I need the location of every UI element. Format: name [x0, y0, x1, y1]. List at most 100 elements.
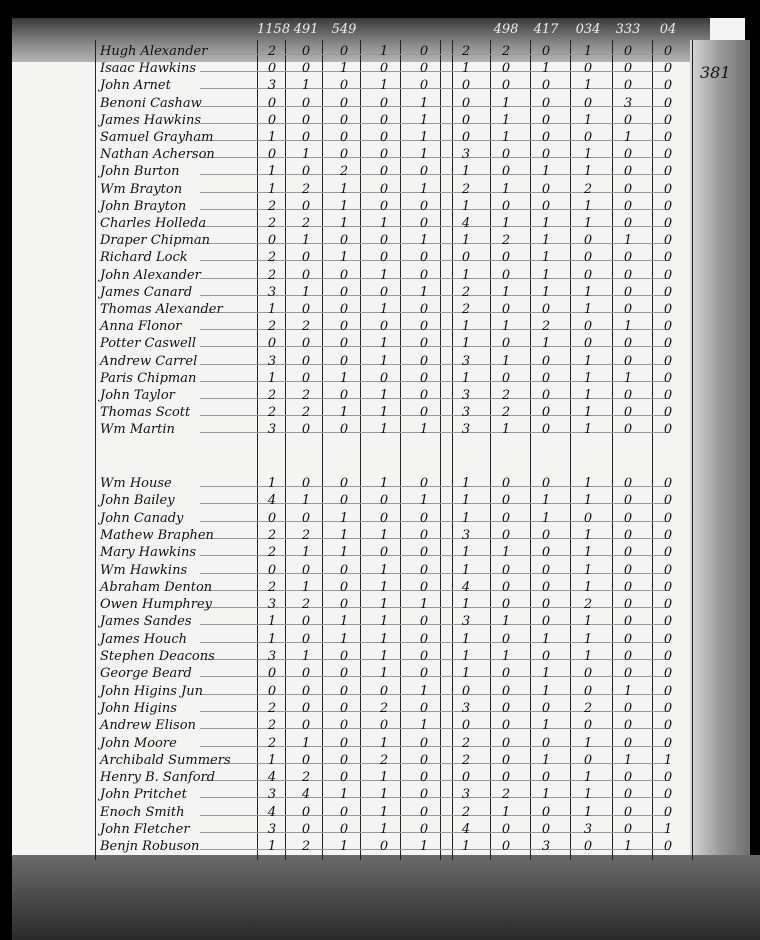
- row-rule: [200, 486, 670, 487]
- tally-cell: 3: [267, 78, 277, 94]
- tally-cell: 0: [541, 353, 551, 369]
- tally-cell: 0: [501, 493, 511, 509]
- tally-cell: 0: [339, 267, 349, 283]
- tally-cell: 1: [501, 181, 511, 197]
- tally-cell: 2: [267, 44, 277, 59]
- row-rule: [200, 312, 670, 313]
- tally-cell: 0: [419, 370, 429, 386]
- tally-cell: 1: [541, 493, 551, 509]
- tally-cell: 2: [301, 839, 311, 855]
- household-name: John Moore: [100, 735, 177, 751]
- tally-cell: 1: [419, 718, 429, 734]
- tally-cell: 0: [379, 147, 389, 163]
- tally-cell: 0: [419, 735, 429, 751]
- tally-cell: 0: [501, 336, 511, 352]
- tally-cell: 0: [541, 597, 551, 613]
- tally-cell: 0: [623, 44, 633, 59]
- tally-cell: 0: [301, 302, 311, 317]
- tally-cell: 2: [301, 527, 311, 543]
- tally-cell: 0: [267, 233, 277, 249]
- tally-cell: 1: [541, 267, 551, 283]
- tally-cell: 0: [301, 700, 311, 716]
- tally-cell: 1: [419, 181, 429, 197]
- tally-cell: 0: [663, 787, 673, 803]
- tally-cell: 1: [583, 216, 593, 231]
- tally-cell: 0: [541, 130, 551, 145]
- tally-cell: 2: [267, 198, 277, 214]
- tally-cell: 0: [301, 61, 311, 77]
- tally-cell: 0: [541, 405, 551, 421]
- tally-cell: 1: [501, 649, 511, 664]
- tally-cell: 0: [379, 370, 389, 386]
- tally-cell: 0: [501, 666, 511, 682]
- tally-cell: 3: [267, 822, 277, 837]
- row-rule: [200, 849, 670, 851]
- tally-cell: 0: [301, 250, 311, 266]
- row-rule: [200, 243, 670, 245]
- tally-cell: 0: [663, 614, 673, 630]
- column-rule: [652, 40, 653, 860]
- tally-cell: 0: [501, 631, 511, 647]
- household-name: Hugh Alexander: [100, 44, 208, 59]
- tally-cell: 0: [301, 164, 311, 180]
- tally-cell: 0: [339, 78, 349, 94]
- tally-cell: 1: [379, 770, 389, 786]
- tally-cell: 0: [267, 61, 277, 77]
- household-name: John Arnet: [100, 78, 171, 94]
- tally-cell: 0: [541, 700, 551, 716]
- tally-cell: 0: [501, 302, 511, 317]
- tally-cell: 3: [461, 147, 471, 163]
- column-header: 333: [615, 22, 641, 37]
- tally-cell: 2: [267, 319, 277, 335]
- tally-cell: 0: [339, 95, 349, 111]
- tally-cell: 0: [623, 198, 633, 214]
- tally-cell: 3: [461, 422, 471, 438]
- tally-cell: 1: [379, 216, 389, 231]
- tally-cell: 0: [501, 476, 511, 491]
- tally-cell: 1: [583, 112, 593, 128]
- tally-cell: 0: [541, 614, 551, 630]
- column-rule: [95, 40, 96, 860]
- tally-cell: 2: [541, 319, 551, 335]
- column-header: 04: [659, 22, 677, 37]
- tally-cell: 0: [419, 804, 429, 820]
- tally-cell: 1: [267, 476, 277, 491]
- tally-cell: 0: [419, 405, 429, 421]
- row-rule: [200, 572, 670, 574]
- tally-cell: 0: [663, 527, 673, 543]
- tally-cell: 0: [623, 510, 633, 526]
- tally-cell: 0: [419, 666, 429, 682]
- tally-cell: 1: [583, 579, 593, 595]
- tally-cell: 4: [461, 216, 471, 231]
- tally-cell: 0: [301, 614, 311, 630]
- tally-cell: 0: [419, 388, 429, 403]
- row-rule: [200, 140, 670, 141]
- tally-cell: 2: [267, 700, 277, 716]
- household-name: Isaac Hawkins: [100, 61, 197, 77]
- tally-cell: 2: [301, 405, 311, 421]
- household-name: Benjn Robuson: [100, 839, 200, 855]
- tally-cell: 3: [461, 787, 471, 803]
- tally-cell: 1: [583, 476, 593, 491]
- row-rule: [200, 745, 670, 747]
- tally-cell: 0: [663, 181, 673, 197]
- tally-cell: 1: [379, 336, 389, 352]
- row-rule: [200, 294, 670, 296]
- row-rule: [200, 624, 670, 626]
- row-rule: [200, 329, 670, 331]
- tally-cell: 0: [419, 700, 429, 716]
- tally-cell: 0: [461, 250, 471, 266]
- tally-cell: 1: [379, 787, 389, 803]
- tally-cell: 0: [379, 510, 389, 526]
- tally-cell: 0: [623, 597, 633, 613]
- tally-cell: 0: [663, 493, 673, 509]
- tally-cell: 2: [339, 164, 349, 180]
- tally-cell: 1: [501, 319, 511, 335]
- tally-cell: 0: [339, 666, 349, 682]
- row-rule: [200, 105, 670, 107]
- tally-cell: 1: [267, 631, 277, 647]
- tally-cell: 0: [339, 476, 349, 491]
- tally-cell: 3: [267, 649, 277, 664]
- tally-cell: 0: [339, 112, 349, 128]
- household-name: Anna Flonor: [100, 319, 182, 335]
